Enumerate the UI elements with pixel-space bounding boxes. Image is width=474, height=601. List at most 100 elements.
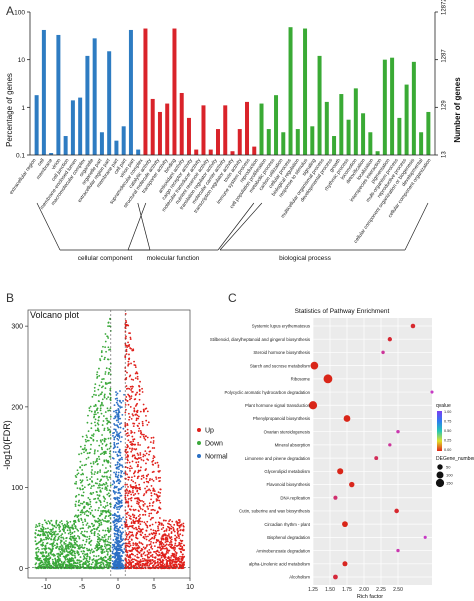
volcano-point-up	[183, 544, 186, 547]
volcano-point-down	[107, 325, 109, 328]
volcano-point-up	[150, 562, 152, 565]
volcano-point-down	[78, 520, 80, 523]
volcano-point-down	[107, 515, 110, 518]
volcano-point-down	[53, 536, 56, 539]
volcano-point-down	[101, 518, 104, 521]
volcano-point-down	[105, 533, 108, 536]
volcano-point-up	[126, 456, 129, 458]
volcano-point-down	[104, 411, 107, 413]
volcano-point-up	[135, 403, 138, 406]
volcano-point-down	[71, 546, 74, 549]
volcano-point-down	[106, 540, 109, 543]
volcano-point-down	[96, 549, 98, 552]
volcano-point-up	[132, 414, 135, 417]
volcano-point-down	[68, 547, 70, 550]
volcano-point-down	[89, 567, 91, 570]
volcano-point-up	[135, 534, 138, 537]
volcano-point-down	[89, 550, 92, 552]
volcano-ytick-label: 300	[11, 324, 23, 331]
volcano-point-down	[54, 566, 57, 569]
volcano-point-up	[169, 523, 172, 526]
volcano-point-down	[77, 509, 80, 512]
volcano-point-up	[132, 520, 135, 523]
volcano-point-up	[148, 539, 151, 542]
volcano-point-down	[69, 528, 71, 531]
volcano-point-up	[137, 475, 140, 478]
volcano-point-up	[131, 447, 134, 450]
volcano-point-down	[87, 514, 90, 517]
volcano-point-up	[142, 476, 145, 479]
volcano-point-up	[136, 465, 139, 468]
volcano-point-up	[125, 344, 128, 347]
volcano-point-up	[132, 425, 135, 428]
volcano-point-up	[133, 410, 136, 413]
volcano-point-down	[81, 469, 84, 471]
volcano-point-down	[77, 493, 80, 496]
volcano-point-down	[62, 536, 64, 539]
volcano-point-down	[70, 559, 73, 561]
volcano-point-up	[157, 521, 160, 524]
volcano-point-up	[150, 512, 153, 515]
pathway-dot	[337, 468, 344, 475]
volcano-point-up	[156, 549, 159, 552]
volcano-point-down	[98, 494, 101, 497]
volcano-point-up	[181, 534, 184, 537]
volcano-point-normal	[113, 543, 116, 546]
volcano-point-up	[166, 565, 169, 568]
volcano-point-down	[97, 520, 100, 523]
volcano-point-up	[152, 442, 155, 444]
volcano-point-normal	[114, 415, 117, 418]
volcano-point-up	[134, 543, 136, 545]
volcano-point-down	[63, 543, 66, 545]
volcano-point-up	[135, 371, 138, 373]
volcano-point-down	[108, 452, 111, 455]
volcano-point-down	[50, 519, 53, 522]
volcano-point-down	[46, 555, 49, 558]
volcano-point-up	[167, 544, 170, 546]
volcano-point-down	[107, 492, 110, 495]
volcano-point-normal	[120, 499, 123, 502]
volcano-point-normal	[116, 413, 118, 416]
volcano-point-normal	[118, 517, 121, 519]
go-group-label: biological process	[279, 255, 331, 262]
volcano-point-normal	[117, 489, 120, 492]
volcano-point-up	[139, 549, 142, 552]
volcano-point-up	[137, 417, 140, 420]
volcano-point-down	[57, 552, 60, 555]
volcano-point-down	[52, 563, 55, 566]
volcano-point-up	[158, 495, 161, 497]
volcano-point-down	[45, 565, 48, 568]
volcano-point-up	[134, 366, 137, 369]
volcano-point-normal	[115, 411, 118, 414]
volcano-point-down	[100, 523, 103, 526]
pathway-dot	[349, 481, 355, 488]
volcano-point-normal	[120, 472, 123, 474]
volcano-point-up	[148, 479, 151, 482]
go-bar	[143, 28, 148, 155]
volcano-point-up	[127, 478, 130, 481]
volcano-point-up	[146, 550, 149, 553]
volcano-point-normal	[115, 442, 118, 445]
go-bar	[49, 153, 54, 155]
volcano-point-down	[78, 561, 81, 564]
volcano-point-normal	[111, 457, 114, 459]
volcano-point-normal	[121, 539, 124, 542]
volcano-point-up	[146, 555, 149, 558]
volcano-point-normal	[117, 503, 119, 505]
volcano-point-up	[149, 551, 152, 554]
volcano-point-up	[130, 395, 133, 398]
volcano-point-down	[107, 558, 109, 561]
volcano-point-down	[56, 564, 59, 567]
volcano-point-up	[133, 516, 136, 519]
volcano-point-up	[153, 493, 156, 495]
volcano-point-down	[109, 559, 112, 562]
volcano-point-up	[177, 530, 180, 533]
volcano-point-up	[161, 552, 164, 555]
volcano-point-up	[145, 524, 148, 527]
volcano-point-down	[106, 489, 108, 491]
volcano-point-normal	[119, 399, 121, 402]
volcano-point-up	[124, 323, 127, 326]
volcano-point-up	[176, 522, 179, 525]
volcano-point-down	[87, 510, 90, 513]
volcano-point-down	[93, 532, 96, 534]
